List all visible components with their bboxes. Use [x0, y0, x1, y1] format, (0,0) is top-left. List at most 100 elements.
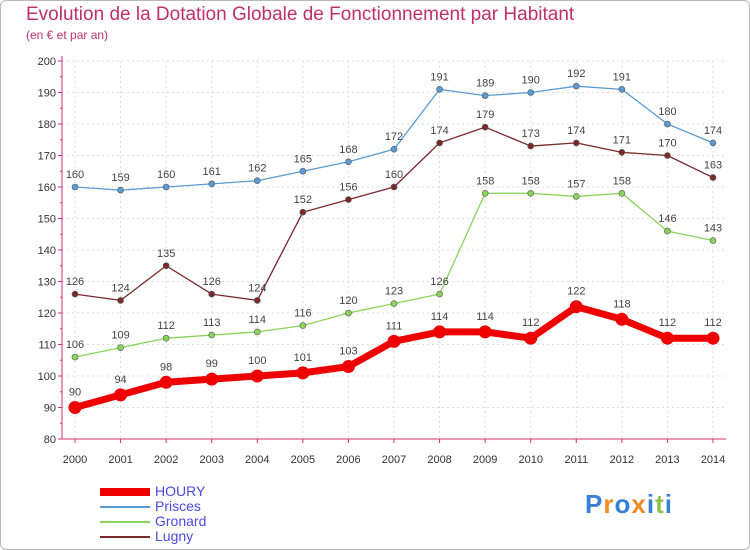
data-point-lugny: [390, 183, 398, 191]
data-point-gronard: [345, 309, 352, 317]
x-tick-label: 2007: [382, 454, 406, 466]
data-label-lugny: 171: [613, 134, 631, 146]
data-point-lugny: [709, 174, 717, 181]
data-label-houry: 101: [294, 352, 312, 364]
data-point-lugny: [527, 142, 535, 150]
x-tick-label: 2010: [518, 454, 542, 466]
y-tick-label: 150: [38, 214, 56, 226]
legend-label-houry: HOURY: [155, 483, 206, 499]
data-point-gronard: [436, 290, 443, 298]
data-point-lugny: [71, 290, 79, 298]
data-point-prisces: [162, 183, 170, 191]
legend-swatch-gronard: [100, 521, 150, 523]
data-label-houry: 112: [522, 317, 540, 329]
x-tick-label: 2000: [63, 454, 87, 466]
x-tick-label: 2012: [610, 454, 634, 466]
data-label-lugny: 124: [248, 282, 266, 294]
data-point-prisces: [345, 158, 352, 166]
legend-swatch-houry: [100, 488, 150, 496]
legend-label-lugny: Lugny: [155, 528, 194, 544]
y-tick-label: 120: [38, 308, 56, 320]
data-label-gronard: 116: [294, 308, 312, 320]
data-point-gronard: [162, 334, 170, 342]
legend-swatch-lugny: [100, 536, 150, 538]
data-point-lugny: [481, 123, 489, 131]
data-point-gronard: [253, 328, 261, 336]
data-label-prisces: 160: [157, 169, 175, 181]
y-tick-label: 140: [38, 245, 56, 257]
data-label-prisces: 159: [111, 172, 129, 184]
data-label-houry: 114: [431, 311, 449, 323]
data-point-gronard: [117, 344, 124, 351]
chart-subtitle: (en € et par an): [26, 28, 109, 42]
data-point-lugny: [436, 139, 443, 147]
x-tick-label: 2013: [655, 454, 679, 466]
data-point-prisces: [709, 139, 717, 147]
data-label-lugny: 170: [658, 138, 676, 150]
data-label-prisces: 191: [430, 71, 448, 83]
data-point-houry: [433, 325, 447, 339]
data-label-gronard: 157: [567, 178, 585, 190]
data-label-houry: 111: [386, 320, 403, 332]
data-point-houry: [524, 331, 538, 345]
y-tick-label: 200: [38, 56, 56, 68]
data-label-prisces: 161: [203, 166, 221, 178]
data-point-gronard: [390, 300, 398, 307]
data-label-prisces: 172: [385, 131, 403, 143]
x-tick-label: 2009: [473, 454, 497, 466]
data-label-houry: 99: [206, 358, 218, 370]
data-label-gronard: 113: [203, 317, 221, 329]
data-label-prisces: 162: [248, 163, 266, 175]
legend-swatch-prisces: [100, 506, 150, 508]
chart-title: Evolution de la Dotation Globale de Fonc…: [26, 4, 575, 25]
data-label-prisces: 189: [476, 78, 494, 90]
data-label-houry: 94: [114, 374, 126, 386]
data-point-lugny: [253, 297, 261, 304]
data-point-houry: [569, 300, 583, 314]
data-point-lugny: [162, 262, 170, 270]
data-point-houry: [205, 372, 219, 386]
y-tick-label: 180: [38, 119, 56, 131]
data-point-gronard: [481, 190, 489, 197]
data-label-houry: 114: [476, 311, 494, 323]
data-label-lugny: 179: [476, 109, 494, 121]
data-label-houry: 90: [69, 387, 81, 399]
data-point-prisces: [117, 186, 124, 194]
data-label-gronard: 112: [157, 320, 175, 332]
data-point-prisces: [299, 167, 307, 175]
data-point-lugny: [117, 297, 124, 304]
data-label-gronard: 126: [430, 276, 448, 288]
data-point-houry: [68, 401, 82, 414]
data-label-houry: 112: [704, 317, 722, 329]
data-label-houry: 98: [160, 361, 172, 373]
data-label-lugny: 126: [66, 276, 84, 288]
y-tick-label: 170: [38, 151, 56, 163]
legend-label-prisces: Prisces: [155, 498, 201, 514]
data-label-gronard: 158: [476, 175, 494, 187]
data-label-gronard: 106: [66, 339, 84, 351]
data-label-lugny: 156: [339, 182, 357, 194]
data-label-houry: 103: [339, 346, 357, 358]
data-label-gronard: 109: [111, 330, 129, 342]
data-point-prisces: [481, 92, 489, 99]
data-point-houry: [296, 366, 310, 380]
data-point-lugny: [664, 152, 671, 159]
data-point-prisces: [253, 177, 261, 184]
data-label-gronard: 158: [522, 175, 540, 187]
data-point-houry: [478, 325, 492, 339]
data-label-prisces: 180: [658, 106, 676, 118]
data-label-houry: 112: [659, 317, 677, 329]
y-tick-label: 90: [44, 403, 56, 415]
y-tick-label: 110: [38, 340, 56, 352]
x-tick-label: 2011: [564, 454, 588, 466]
logo-letter: i: [646, 489, 656, 519]
data-point-gronard: [299, 322, 307, 329]
data-point-houry: [706, 331, 720, 345]
data-point-prisces: [527, 89, 535, 96]
x-tick-label: 2006: [336, 454, 360, 466]
data-point-gronard: [527, 190, 535, 197]
data-label-prisces: 165: [294, 153, 312, 165]
y-tick-label: 130: [38, 277, 56, 289]
data-label-gronard: 143: [704, 223, 722, 235]
proxiti-logo: Proxiti: [585, 489, 673, 520]
